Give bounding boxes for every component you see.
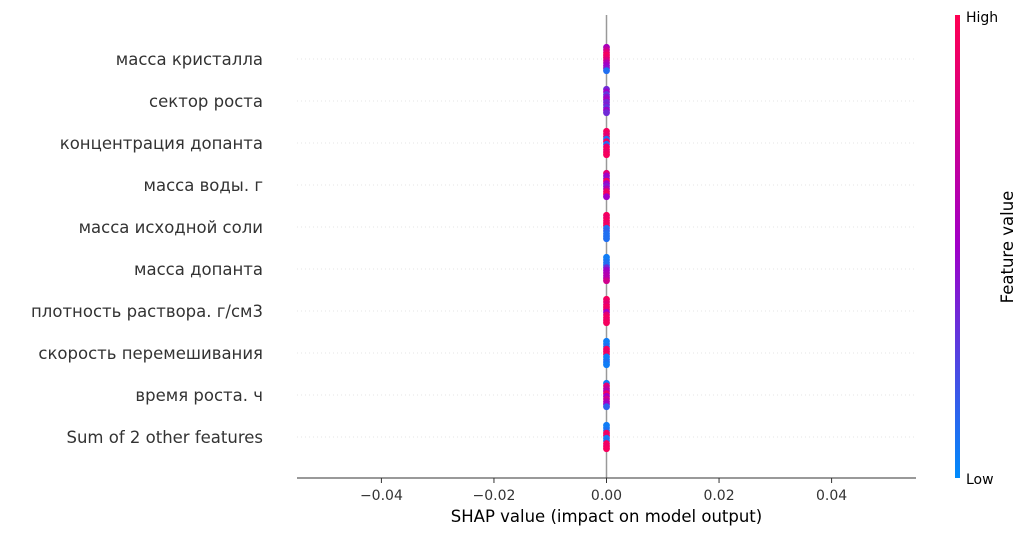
- data-point: [603, 67, 610, 75]
- data-point: [603, 319, 610, 327]
- data-point: [603, 361, 610, 369]
- x-tick-label: −0.04: [360, 488, 403, 504]
- colorbar: [955, 15, 960, 478]
- x-axis-ticks: −0.04 −0.02 0.00 0.02 0.04: [360, 478, 847, 504]
- feature-label: масса допанта: [134, 260, 263, 279]
- colorbar-title: Feature value: [998, 191, 1017, 304]
- data-point: [603, 235, 610, 243]
- feature-label: время роста. ч: [135, 386, 263, 405]
- data-point: [603, 445, 610, 453]
- x-tick-label: 0.04: [816, 488, 847, 504]
- data-points: [603, 43, 610, 453]
- feature-label: Sum of 2 other features: [66, 428, 263, 447]
- feature-label: масса воды. г: [144, 176, 263, 195]
- feature-label: плотность раствора. г/см3: [31, 302, 263, 321]
- feature-label: масса исходной соли: [79, 218, 263, 237]
- feature-label: концентрация допанта: [60, 134, 263, 153]
- data-point: [603, 193, 610, 201]
- feature-label: сектор роста: [149, 92, 263, 111]
- colorbar-low-label: Low: [966, 472, 994, 488]
- feature-label: скорость перемешивания: [38, 344, 263, 363]
- data-point: [603, 403, 610, 411]
- data-point: [603, 109, 610, 117]
- feature-labels: масса кристалла сектор роста концентрация …: [31, 50, 263, 447]
- feature-label: масса кристалла: [116, 50, 263, 69]
- colorbar-high-label: High: [966, 10, 998, 26]
- x-tick-label: −0.02: [473, 488, 516, 504]
- x-tick-label: 0.00: [591, 488, 622, 504]
- x-axis-title: SHAP value (impact on model output): [451, 507, 762, 526]
- data-point: [603, 277, 610, 285]
- x-tick-label: 0.02: [703, 488, 734, 504]
- data-point: [603, 151, 610, 159]
